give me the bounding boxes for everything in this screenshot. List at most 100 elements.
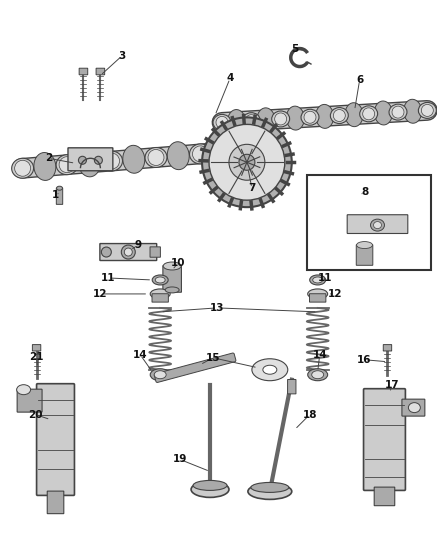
Text: 16: 16 (357, 355, 372, 365)
Ellipse shape (17, 385, 31, 394)
Text: 5: 5 (291, 44, 298, 54)
Ellipse shape (163, 262, 181, 270)
FancyBboxPatch shape (150, 247, 160, 257)
Text: 11: 11 (318, 273, 332, 283)
Ellipse shape (313, 277, 323, 283)
Ellipse shape (257, 108, 275, 132)
Text: 21: 21 (29, 352, 44, 362)
Text: 1: 1 (52, 190, 59, 200)
Ellipse shape (150, 289, 170, 299)
Ellipse shape (145, 148, 167, 167)
FancyBboxPatch shape (100, 244, 157, 261)
Ellipse shape (193, 480, 227, 490)
Ellipse shape (228, 110, 246, 133)
Text: 15: 15 (206, 353, 220, 363)
Ellipse shape (101, 151, 123, 171)
Ellipse shape (121, 245, 135, 259)
Text: 18: 18 (303, 410, 317, 419)
Ellipse shape (78, 149, 100, 177)
Ellipse shape (263, 365, 277, 374)
Ellipse shape (123, 146, 145, 173)
Ellipse shape (418, 102, 436, 118)
FancyBboxPatch shape (32, 345, 41, 351)
Ellipse shape (345, 103, 363, 127)
Ellipse shape (404, 99, 422, 123)
Ellipse shape (248, 483, 292, 499)
FancyBboxPatch shape (163, 266, 181, 292)
Circle shape (239, 154, 255, 170)
Circle shape (229, 144, 265, 180)
Ellipse shape (392, 106, 404, 118)
Text: 7: 7 (248, 183, 256, 193)
Ellipse shape (408, 402, 420, 413)
Text: 4: 4 (226, 74, 233, 84)
FancyBboxPatch shape (310, 294, 326, 302)
Ellipse shape (12, 158, 34, 178)
Ellipse shape (103, 153, 120, 169)
Ellipse shape (308, 289, 328, 299)
Ellipse shape (374, 101, 392, 125)
Ellipse shape (216, 116, 228, 128)
Ellipse shape (213, 115, 231, 131)
Ellipse shape (57, 186, 63, 190)
FancyBboxPatch shape (47, 491, 64, 514)
Ellipse shape (357, 241, 372, 248)
Ellipse shape (245, 115, 257, 127)
Text: 12: 12 (93, 289, 108, 299)
Ellipse shape (286, 106, 304, 130)
Text: 17: 17 (385, 379, 400, 390)
Text: 8: 8 (361, 187, 368, 197)
Ellipse shape (234, 140, 256, 160)
Ellipse shape (56, 155, 78, 175)
Ellipse shape (251, 482, 289, 492)
Ellipse shape (252, 359, 288, 381)
FancyBboxPatch shape (364, 389, 406, 490)
FancyBboxPatch shape (79, 68, 88, 75)
Ellipse shape (191, 481, 229, 497)
Ellipse shape (14, 160, 31, 176)
Text: 10: 10 (171, 258, 185, 268)
FancyBboxPatch shape (402, 399, 425, 416)
Text: 11: 11 (101, 273, 116, 283)
FancyBboxPatch shape (37, 384, 74, 495)
Ellipse shape (152, 275, 168, 285)
FancyBboxPatch shape (57, 188, 63, 204)
Ellipse shape (363, 108, 374, 120)
FancyBboxPatch shape (356, 245, 373, 265)
Ellipse shape (308, 369, 328, 381)
FancyBboxPatch shape (307, 175, 431, 270)
Ellipse shape (371, 219, 385, 231)
Text: 13: 13 (210, 303, 224, 313)
Ellipse shape (101, 247, 111, 257)
FancyBboxPatch shape (288, 379, 296, 394)
FancyBboxPatch shape (17, 389, 42, 412)
Text: 20: 20 (28, 410, 43, 419)
Ellipse shape (242, 112, 260, 128)
Ellipse shape (154, 371, 166, 379)
Ellipse shape (192, 146, 208, 162)
Ellipse shape (148, 149, 164, 165)
Ellipse shape (421, 104, 433, 116)
Text: 6: 6 (356, 76, 363, 85)
Circle shape (202, 117, 292, 207)
Ellipse shape (301, 109, 319, 125)
Ellipse shape (374, 222, 381, 229)
Circle shape (209, 124, 285, 200)
Ellipse shape (78, 156, 86, 164)
FancyBboxPatch shape (383, 345, 392, 351)
Text: 3: 3 (119, 51, 126, 61)
Ellipse shape (165, 287, 179, 293)
Ellipse shape (333, 110, 345, 122)
Ellipse shape (389, 104, 407, 120)
Ellipse shape (95, 156, 102, 164)
FancyBboxPatch shape (154, 353, 236, 383)
Ellipse shape (330, 108, 348, 124)
Ellipse shape (155, 277, 165, 283)
Text: 14: 14 (312, 350, 327, 360)
FancyBboxPatch shape (152, 294, 168, 302)
FancyBboxPatch shape (96, 68, 105, 75)
Ellipse shape (360, 106, 378, 122)
Ellipse shape (124, 248, 132, 256)
Text: 2: 2 (45, 154, 52, 163)
Ellipse shape (275, 113, 286, 125)
